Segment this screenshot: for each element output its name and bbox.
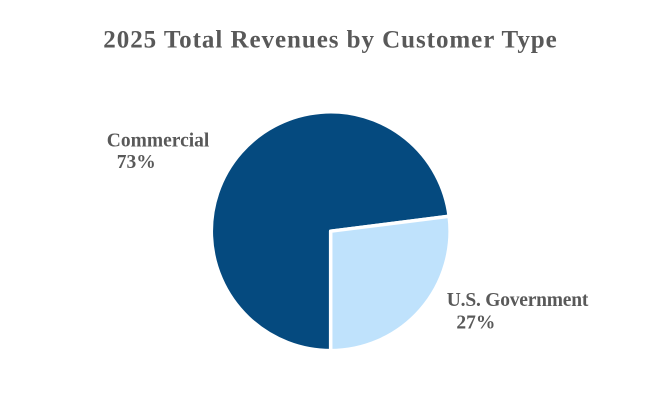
svg-text:U.S. Government: U.S. Government <box>447 290 589 311</box>
svg-text:Commercial: Commercial <box>107 130 210 151</box>
svg-text:27%: 27% <box>456 313 495 334</box>
svg-text:2025 Total Revenues by Custome: 2025 Total Revenues by Customer Type <box>103 26 557 53</box>
svg-text:73%: 73% <box>117 152 156 173</box>
